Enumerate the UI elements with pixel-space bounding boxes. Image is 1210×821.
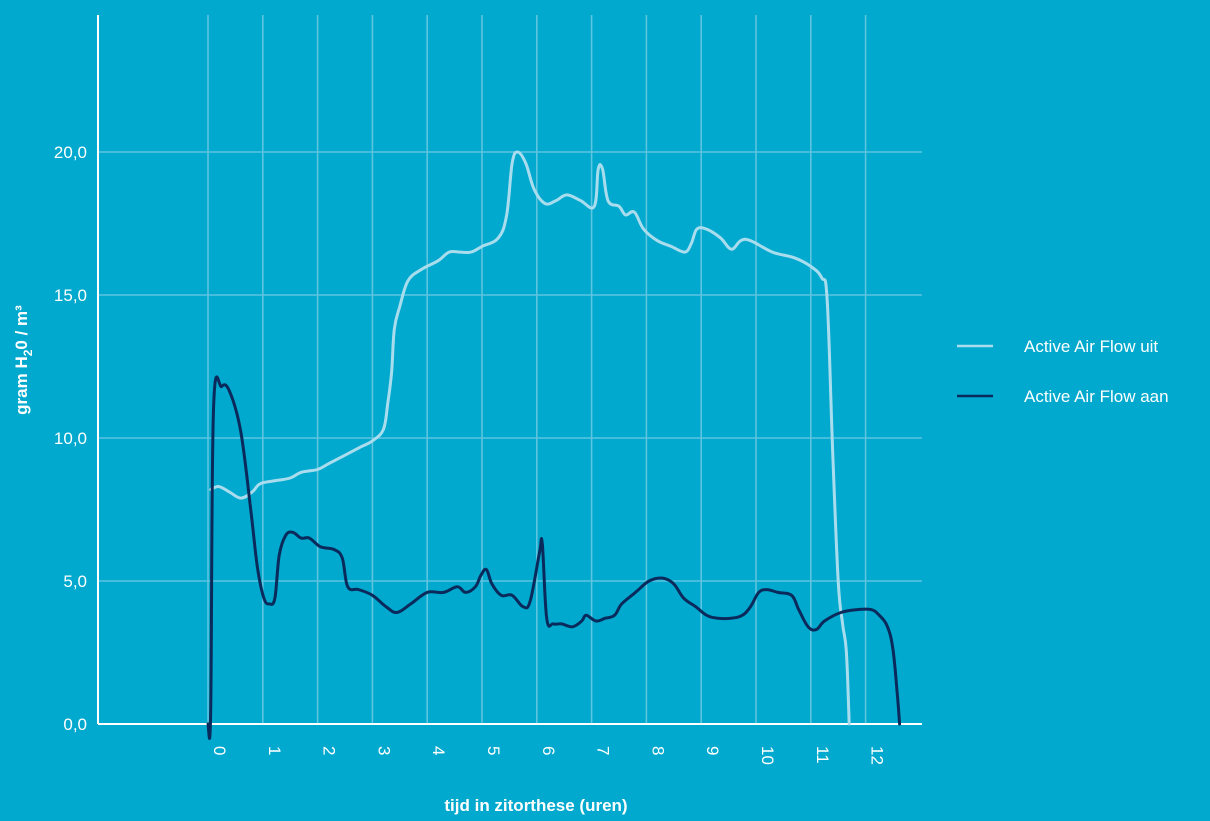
x-tick-label-4: 4 — [429, 746, 448, 755]
x-tick-label-0: 0 — [210, 746, 229, 755]
y-tick-labels: 0,0 5,0 10,0 15,0 20,0 — [54, 143, 87, 734]
x-tick-label-5: 5 — [484, 746, 503, 755]
x-tick-label-9: 9 — [703, 746, 722, 755]
y-tick-label-10: 10,0 — [54, 429, 87, 448]
y-axis-title-subscript: 2 — [21, 349, 35, 356]
x-tick-label-1: 1 — [265, 746, 284, 755]
x-tick-label-6: 6 — [539, 746, 558, 755]
y-axis-title-rest: 0 / m³ — [12, 305, 31, 350]
y-tick-label-15: 15,0 — [54, 286, 87, 305]
y-tick-label-20: 20,0 — [54, 143, 87, 162]
legend-label-aan: Active Air Flow aan — [1024, 387, 1169, 406]
y-axis-title-main: gram H — [12, 356, 31, 415]
x-tick-label-11: 11 — [813, 746, 832, 764]
series-line-aan — [206, 375, 902, 740]
x-tick-label-2: 2 — [320, 746, 339, 755]
x-tick-labels: 0 1 2 3 4 5 6 7 8 9 10 11 12 — [210, 746, 887, 765]
legend: Active Air Flow uit Active Air Flow aan — [957, 337, 1169, 406]
series-lines — [206, 150, 902, 740]
y-tick-label-5: 5,0 — [63, 572, 87, 591]
x-tick-label-8: 8 — [648, 746, 667, 755]
series-line-uit — [209, 150, 851, 726]
x-tick-label-7: 7 — [594, 746, 613, 755]
x-axis-title: tijd in zitorthese (uren) — [444, 796, 627, 815]
x-tick-label-12: 12 — [868, 746, 887, 765]
y-tick-label-0: 0,0 — [63, 715, 87, 734]
grid — [98, 15, 922, 724]
x-tick-label-10: 10 — [758, 746, 777, 765]
x-tick-label-3: 3 — [374, 746, 393, 755]
legend-label-uit: Active Air Flow uit — [1024, 337, 1158, 356]
y-axis-title: gram H20 / m³ — [12, 305, 35, 415]
